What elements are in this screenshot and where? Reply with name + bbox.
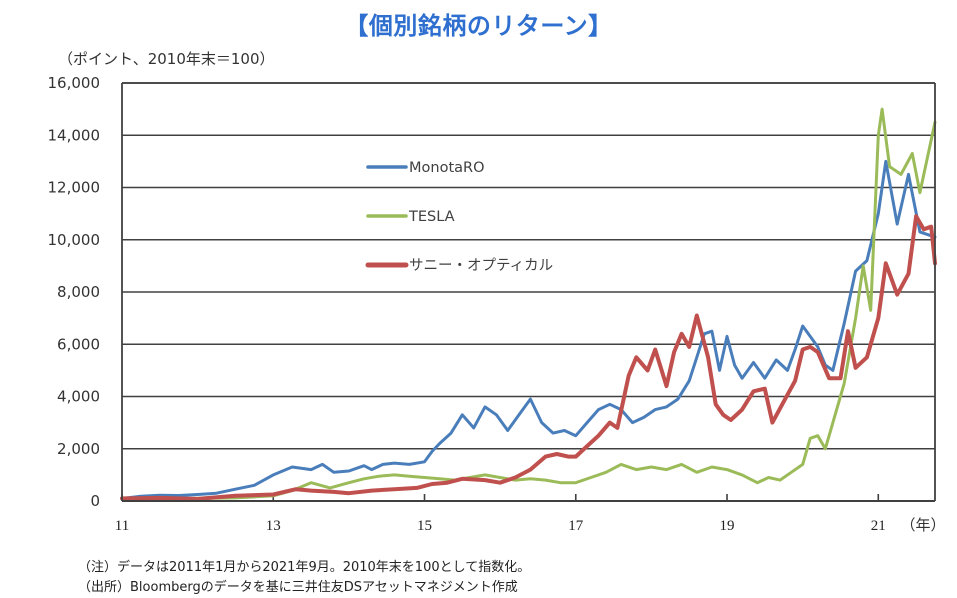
legend-label-sunny-optical: サニー・オプティカル: [409, 257, 553, 274]
series-line-monotaro: [120, 159, 937, 500]
x-tick-label: 21: [871, 518, 886, 534]
x-axis-unit-label: （年）: [900, 516, 945, 534]
y-tick-label: 12,000: [48, 179, 101, 197]
x-tick-label: 13: [266, 518, 281, 534]
chart-title: 【個別銘柄のリターン】: [344, 12, 613, 40]
footnote-note: （注）データは2011年1月から2021年9月。2010年末を100として指数化…: [78, 560, 531, 575]
series-lines: [120, 107, 937, 501]
y-tick-label: 4,000: [57, 388, 100, 406]
y-tick-label: 14,000: [48, 126, 101, 144]
legend-label-tesla: TESLA: [408, 209, 455, 225]
x-tick-label: 19: [720, 518, 735, 534]
series-line-sunny-optical: [120, 214, 937, 501]
legend: MonotaRO TESLA サニー・オプティカル: [365, 160, 553, 274]
axes: [121, 82, 936, 502]
x-tick-label: 17: [568, 518, 584, 534]
y-tick-label: 6,000: [57, 335, 100, 353]
y-tick-label: 16,000: [48, 74, 101, 92]
x-tick-label: 15: [417, 518, 432, 534]
y-tick-label: 8,000: [57, 283, 100, 301]
y-axis-ticks: 0 2,000 4,000 6,000 8,000 10,000 12,000 14,000 1…: [48, 74, 101, 510]
x-tick-label: 11: [115, 518, 129, 534]
legend-label-monotaro: MonotaRO: [409, 160, 485, 176]
footnote-source: （出所）Bloombergのデータを基に三井住友DSアセットマネジメント作成: [78, 580, 518, 595]
series-line-tesla: [120, 107, 937, 501]
y-axis-unit-label: （ポイント、2010年末＝100）: [58, 50, 275, 68]
x-axis-ticks: 11 13 15 17 19 21 （年）: [115, 494, 946, 534]
y-tick-label: 2,000: [57, 440, 100, 458]
y-tick-label: 10,000: [48, 231, 101, 249]
y-tick-label: 0: [90, 492, 100, 510]
